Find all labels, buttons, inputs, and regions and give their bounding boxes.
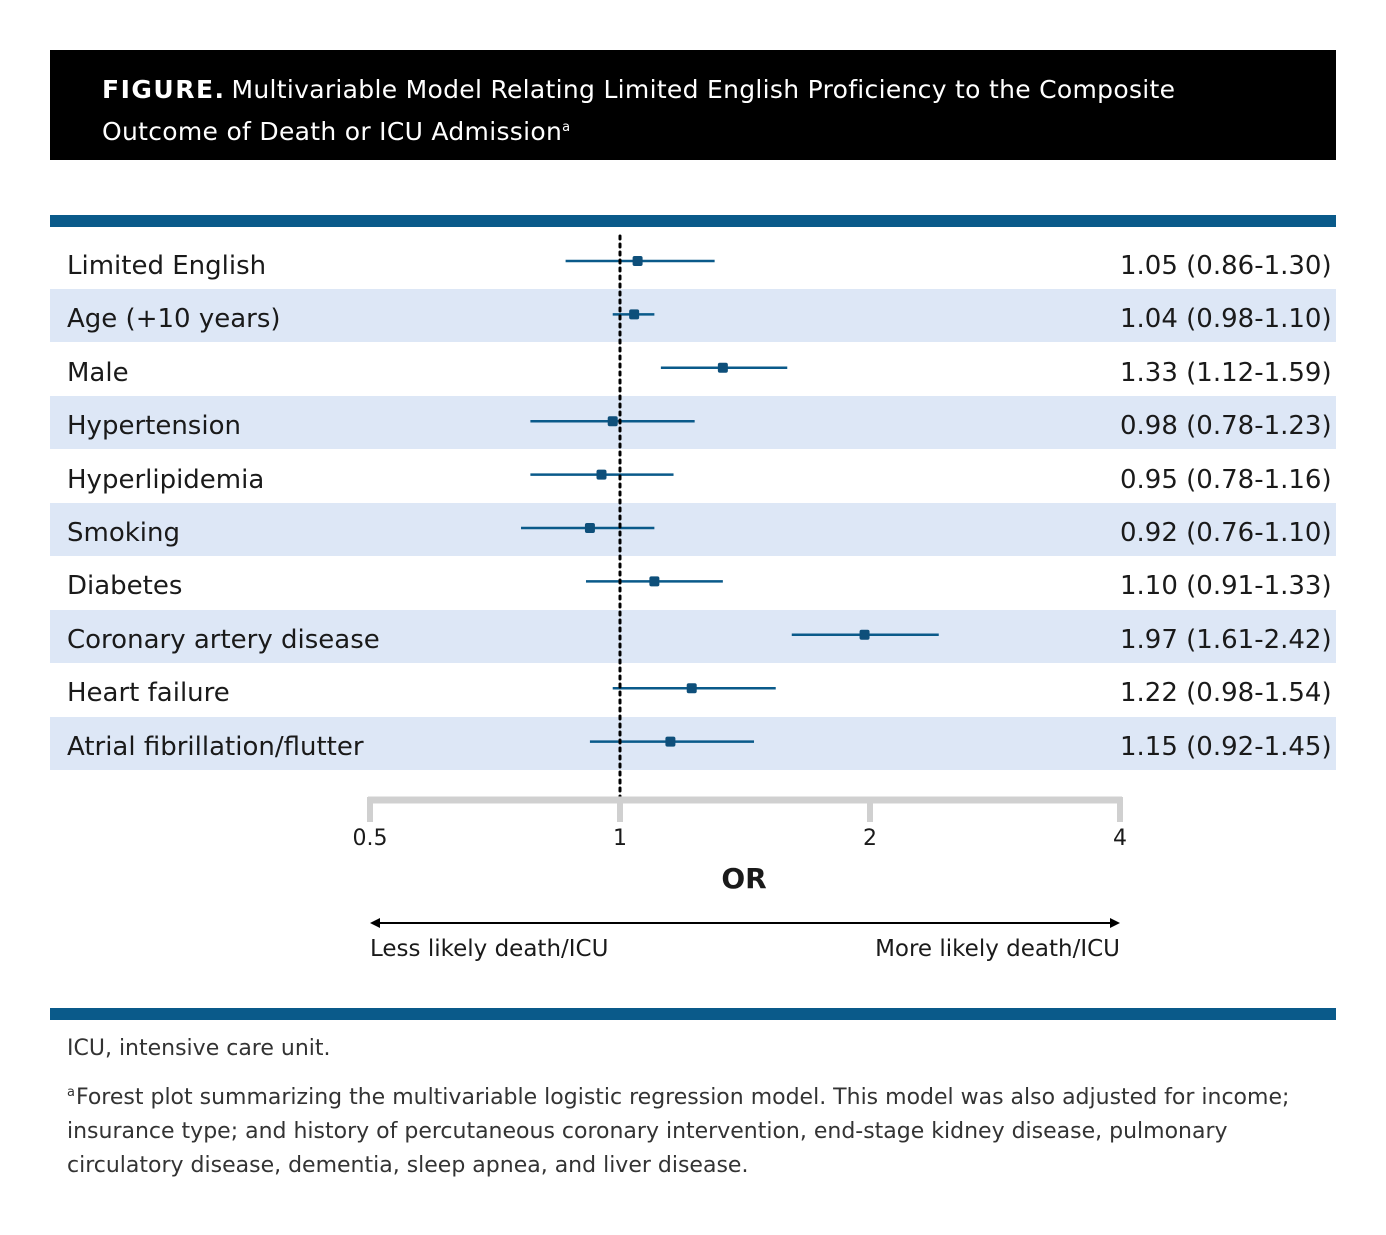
x-axis-label: OR (721, 862, 767, 895)
row-label: Smoking (67, 518, 181, 548)
row-label: Limited English (67, 251, 267, 281)
row-label: Age (+10 years) (67, 304, 281, 335)
forest-row: Hyperlipidemia 0.95 (0.78-1.16) (50, 450, 1336, 503)
row-or-value: 0.98 (0.78-1.23) (1120, 411, 1332, 442)
or-point (717, 362, 728, 373)
row-label: Heart failure (67, 678, 230, 709)
forest-row: Age (+10 years) 1.04 (0.98-1.10) (50, 289, 1336, 343)
footnote-abbreviations: ICU, intensive care unit. (67, 1036, 331, 1061)
direction-label-right: More likely death/ICU (875, 936, 1120, 962)
figure-title-line-1: FIGURE. Multivariable Model Relating Limi… (102, 71, 1284, 109)
figure-title-bar: FIGURE. Multivariable Model Relating Limi… (50, 50, 1336, 160)
forest-row: Limited English 1.05 (0.86-1.30) (50, 236, 1336, 289)
figure-title-text-1: Multivariable Model Relating Limited Eng… (231, 75, 1176, 104)
forest-row: Heart failure 1.22 (0.98-1.54) (50, 663, 1336, 716)
or-point (607, 416, 618, 427)
row-label: Atrial fibrillation/flutter (67, 731, 364, 762)
row-or-value: 1.97 (1.61-2.42) (1120, 624, 1332, 655)
forest-row: Hypertension 0.98 (0.78-1.23) (50, 396, 1336, 450)
row-or-value: 1.22 (0.98-1.54) (1120, 678, 1332, 709)
row-label: Hyperlipidemia (67, 464, 265, 495)
row-or-value: 1.04 (0.98-1.10) (1120, 304, 1332, 335)
or-point (649, 576, 660, 587)
x-tick-label: 4 (1113, 826, 1127, 851)
figure-title-text-2: Outcome of Death or ICU Admission (102, 117, 563, 146)
forest-row: Male 1.33 (1.12-1.59) (50, 343, 1336, 396)
or-point (686, 683, 697, 694)
forest-row: Atrial fibrillation/flutter 1.15 (0.92-1.… (50, 716, 1336, 770)
direction-label-left: Less likely death/ICU (370, 936, 609, 962)
forest-row: Diabetes 1.10 (0.91-1.33) (50, 556, 1336, 609)
bottom-rule (50, 1008, 1336, 1020)
or-point (596, 469, 607, 480)
row-or-value: 0.92 (0.76-1.10) (1120, 518, 1332, 548)
row-or-value: 1.05 (0.86-1.30) (1120, 251, 1332, 281)
footnote-a: aForest plot summarizing the multivariab… (67, 1076, 1327, 1183)
row-or-value: 1.15 (0.92-1.45) (1120, 731, 1332, 762)
footnote-a-text: Forest plot summarizing the multivariabl… (67, 1085, 1290, 1178)
forest-row: Coronary artery disease 1.97 (1.61-2.42) (50, 609, 1336, 663)
row-label: Coronary artery disease (67, 624, 380, 655)
or-point (859, 629, 870, 640)
or-point (665, 736, 676, 747)
forest-row: Smoking 0.92 (0.76-1.10) (50, 503, 1336, 556)
x-tick-label: 0.5 (352, 826, 388, 851)
or-point (629, 309, 640, 320)
x-tick-label: 1 (613, 826, 627, 851)
figure-tag: FIGURE. (102, 75, 226, 104)
or-point (632, 256, 643, 266)
row-or-value: 1.10 (0.91-1.33) (1120, 571, 1332, 602)
x-tick-label: 2 (863, 826, 877, 851)
row-or-value: 0.95 (0.78-1.16) (1120, 464, 1332, 495)
row-label: Hypertension (67, 411, 241, 442)
figure-title-footnote-mark: a (562, 120, 571, 135)
footnote-a-mark: a (67, 1085, 75, 1100)
row-label: Male (67, 357, 129, 388)
row-or-value: 1.33 (1.12-1.59) (1120, 357, 1332, 388)
row-label: Diabetes (67, 571, 183, 602)
or-point (584, 523, 595, 533)
top-rule (50, 215, 1336, 227)
figure-title-line-2: Outcome of Death or ICU Admissiona (102, 109, 1284, 151)
